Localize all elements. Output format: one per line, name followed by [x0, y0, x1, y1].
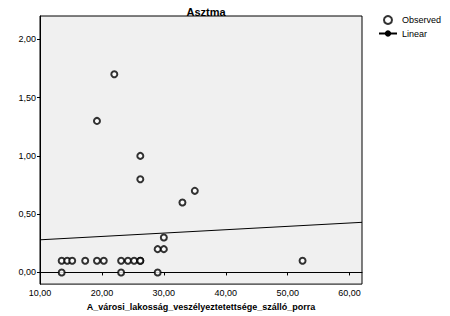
- svg-text:1,50: 1,50: [18, 93, 36, 103]
- svg-text:Linear: Linear: [402, 29, 427, 39]
- svg-text:Observed: Observed: [402, 15, 441, 25]
- svg-text:20,00: 20,00: [91, 288, 114, 298]
- svg-text:Asztma: Asztma: [186, 6, 226, 18]
- svg-text:30,00: 30,00: [153, 288, 176, 298]
- svg-text:40,00: 40,00: [215, 288, 238, 298]
- svg-text:0,50: 0,50: [18, 209, 36, 219]
- svg-text:A_városi_lakosság_veszélyeztet: A_városi_lakosság_veszélyeztetettsége_sz…: [87, 302, 317, 312]
- svg-text:10,00: 10,00: [29, 288, 52, 298]
- svg-text:60,00: 60,00: [338, 288, 361, 298]
- svg-text:1,00: 1,00: [18, 151, 36, 161]
- svg-text:2,00: 2,00: [18, 34, 36, 44]
- svg-text:0,00: 0,00: [18, 267, 36, 277]
- svg-text:50,00: 50,00: [276, 288, 299, 298]
